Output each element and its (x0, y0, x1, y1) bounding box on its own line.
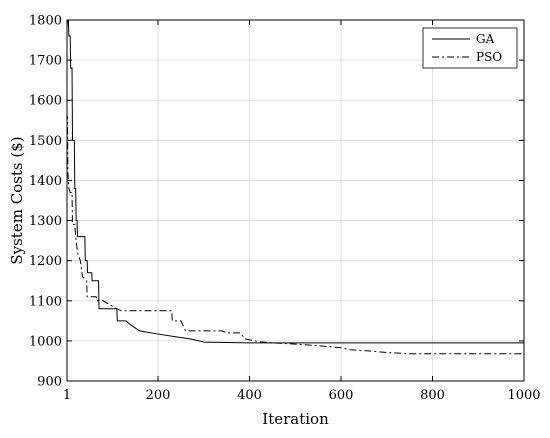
y-tick-label: 1600 (29, 94, 62, 109)
y-tick-label: 1000 (29, 334, 62, 349)
series-line-ga (66, 19, 524, 344)
x-tick-label: 400 (237, 388, 262, 403)
y-tick-label: 900 (37, 375, 62, 390)
x-tick-label: 1 (63, 388, 71, 403)
legend-label-pso: PSO (476, 50, 502, 64)
y-tick-label: 1200 (29, 254, 62, 269)
y-tick-label: 1500 (29, 134, 62, 149)
x-tick-label: 200 (146, 388, 171, 403)
legend: GA PSO (422, 27, 518, 69)
legend-box (422, 27, 518, 69)
grid-lines (66, 19, 525, 382)
x-axis-label: Iteration (262, 410, 329, 428)
x-tick-label: 1000 (507, 388, 540, 403)
x-tick-label: 800 (420, 388, 445, 403)
legend-label-ga: GA (476, 32, 495, 46)
y-tick-label: 1400 (29, 174, 62, 189)
y-tick-label: 1100 (29, 294, 62, 309)
axis-ticks: 1 200 400 600 800 100090010001100120013001400… (29, 14, 541, 404)
x-tick-label: 600 (329, 388, 354, 403)
y-axis-label: System Costs ($) (8, 136, 26, 264)
y-tick-label: 1300 (29, 214, 62, 229)
plot-frame (66, 19, 525, 382)
series-line-pso (66, 116, 524, 355)
y-tick-label: 1700 (29, 54, 62, 69)
y-tick-label: 1800 (29, 14, 62, 29)
series-lines (66, 19, 524, 355)
